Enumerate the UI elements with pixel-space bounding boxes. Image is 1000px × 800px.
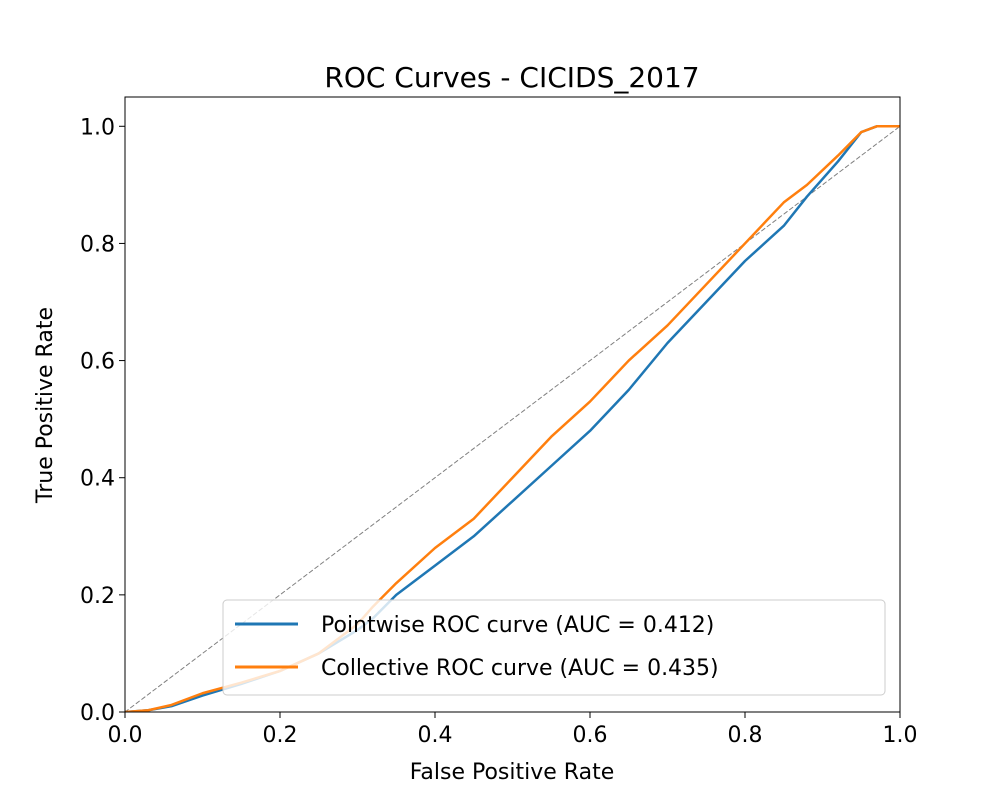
x-tick-label: 0.8 [728, 723, 763, 748]
x-tick-label: 0.2 [263, 723, 298, 748]
chart-title: ROC Curves - CICIDS_2017 [324, 61, 699, 94]
x-axis-label: False Positive Rate [410, 760, 614, 785]
plot-frame [124, 96, 901, 713]
y-tick-label: 0.0 [80, 701, 115, 726]
y-axis: 0.0 0.2 0.4 0.6 0.8 1.0 [80, 115, 125, 726]
x-tick-label: 1.0 [883, 723, 918, 748]
legend-box [222, 599, 886, 696]
legend: Pointwise ROC curve (AUC = 0.412) Collect… [222, 599, 886, 696]
legend-entries: Pointwise ROC curve (AUC = 0.412) Collect… [235, 613, 719, 681]
x-tick-label: 0.6 [573, 723, 608, 748]
x-tick-label: 0.4 [418, 723, 453, 748]
x-tick-label: 0.0 [108, 723, 143, 748]
y-tick-label: 0.8 [80, 232, 115, 257]
y-axis-label: True Positive Rate [33, 307, 58, 504]
legend-label-pointwise: Pointwise ROC curve (AUC = 0.412) [321, 613, 714, 638]
x-axis: 0.0 0.2 0.4 0.6 0.8 1.0 [108, 712, 918, 748]
y-tick-label: 0.2 [80, 584, 115, 609]
y-tick-label: 1.0 [80, 115, 115, 140]
y-tick-label: 0.4 [80, 467, 115, 492]
legend-label-collective: Collective ROC curve (AUC = 0.435) [321, 656, 719, 681]
y-tick-label: 0.6 [80, 350, 115, 375]
